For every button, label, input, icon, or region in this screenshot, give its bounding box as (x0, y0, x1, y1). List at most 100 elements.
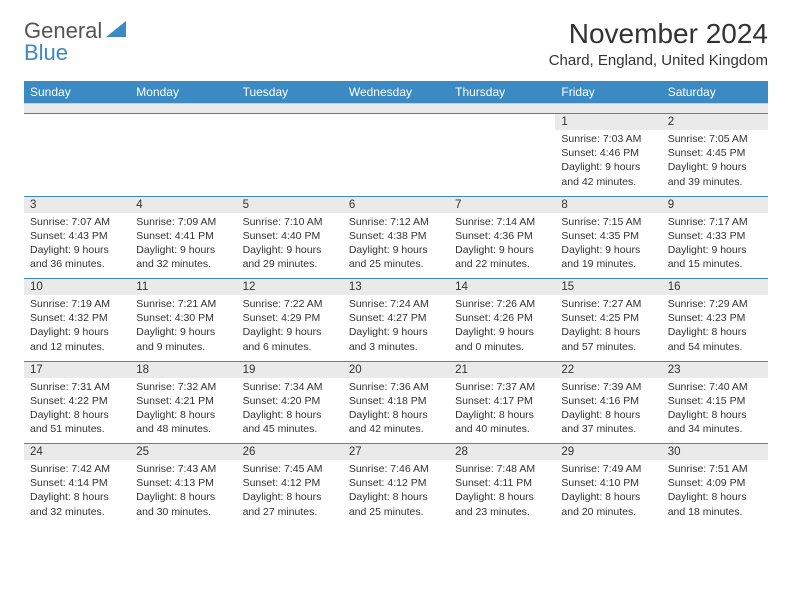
day-content-cell: Sunrise: 7:34 AMSunset: 4:20 PMDaylight:… (237, 378, 343, 444)
daylight1-text: Daylight: 8 hours (455, 408, 549, 422)
sunset-text: Sunset: 4:18 PM (349, 394, 443, 408)
sunset-text: Sunset: 4:27 PM (349, 311, 443, 325)
daylight1-text: Daylight: 8 hours (349, 490, 443, 504)
sunrise-text: Sunrise: 7:29 AM (668, 297, 762, 311)
sunrise-text: Sunrise: 7:31 AM (30, 380, 124, 394)
sunset-text: Sunset: 4:11 PM (455, 476, 549, 490)
daylight2-text: and 32 minutes. (30, 505, 124, 519)
sunrise-text: Sunrise: 7:42 AM (30, 462, 124, 476)
day-content-cell: Sunrise: 7:22 AMSunset: 4:29 PMDaylight:… (237, 295, 343, 361)
day-number-cell (343, 114, 449, 131)
day-number-cell (237, 114, 343, 131)
weekday-header: Tuesday (237, 81, 343, 104)
daylight1-text: Daylight: 9 hours (30, 325, 124, 339)
sunset-text: Sunset: 4:17 PM (455, 394, 549, 408)
daylight2-text: and 42 minutes. (561, 175, 655, 189)
day-content-cell: Sunrise: 7:09 AMSunset: 4:41 PMDaylight:… (130, 213, 236, 279)
day-number-cell: 6 (343, 196, 449, 213)
day-number-cell: 19 (237, 361, 343, 378)
daylight2-text: and 22 minutes. (455, 257, 549, 271)
day-content-cell: Sunrise: 7:32 AMSunset: 4:21 PMDaylight:… (130, 378, 236, 444)
daylight1-text: Daylight: 9 hours (243, 325, 337, 339)
sunrise-text: Sunrise: 7:05 AM (668, 132, 762, 146)
daylight1-text: Daylight: 8 hours (668, 408, 762, 422)
sunset-text: Sunset: 4:23 PM (668, 311, 762, 325)
weekday-header: Sunday (24, 81, 130, 104)
day-number-cell: 5 (237, 196, 343, 213)
daylight2-text: and 25 minutes. (349, 505, 443, 519)
daylight2-text: and 30 minutes. (136, 505, 230, 519)
day-content-cell (237, 130, 343, 196)
daylight2-text: and 32 minutes. (136, 257, 230, 271)
day-content-cell: Sunrise: 7:42 AMSunset: 4:14 PMDaylight:… (24, 460, 130, 526)
sunset-text: Sunset: 4:21 PM (136, 394, 230, 408)
sunrise-text: Sunrise: 7:12 AM (349, 215, 443, 229)
day-number-cell: 12 (237, 279, 343, 296)
day-content-cell: Sunrise: 7:03 AMSunset: 4:46 PMDaylight:… (555, 130, 661, 196)
daylight2-text: and 51 minutes. (30, 422, 124, 436)
weekday-header: Wednesday (343, 81, 449, 104)
sunrise-text: Sunrise: 7:34 AM (243, 380, 337, 394)
daylight1-text: Daylight: 8 hours (561, 490, 655, 504)
day-content-cell: Sunrise: 7:46 AMSunset: 4:12 PMDaylight:… (343, 460, 449, 526)
day-content-cell: Sunrise: 7:26 AMSunset: 4:26 PMDaylight:… (449, 295, 555, 361)
day-number-cell: 22 (555, 361, 661, 378)
daylight2-text: and 19 minutes. (561, 257, 655, 271)
weekday-header: Thursday (449, 81, 555, 104)
daylight2-text: and 34 minutes. (668, 422, 762, 436)
day-number-cell (130, 114, 236, 131)
day-content-cell: Sunrise: 7:45 AMSunset: 4:12 PMDaylight:… (237, 460, 343, 526)
sunset-text: Sunset: 4:43 PM (30, 229, 124, 243)
sunrise-text: Sunrise: 7:39 AM (561, 380, 655, 394)
sunrise-text: Sunrise: 7:24 AM (349, 297, 443, 311)
sunset-text: Sunset: 4:15 PM (668, 394, 762, 408)
day-number-cell: 13 (343, 279, 449, 296)
sunrise-text: Sunrise: 7:32 AM (136, 380, 230, 394)
sunrise-text: Sunrise: 7:48 AM (455, 462, 549, 476)
page-header: General November 2024 Chard, England, Un… (24, 18, 768, 69)
daylight2-text: and 15 minutes. (668, 257, 762, 271)
day-number-cell: 29 (555, 444, 661, 461)
daylight1-text: Daylight: 9 hours (561, 160, 655, 174)
day-content-cell: Sunrise: 7:49 AMSunset: 4:10 PMDaylight:… (555, 460, 661, 526)
daylight1-text: Daylight: 9 hours (668, 243, 762, 257)
daylight2-text: and 27 minutes. (243, 505, 337, 519)
day-number-cell: 27 (343, 444, 449, 461)
daylight2-text: and 18 minutes. (668, 505, 762, 519)
content-row: Sunrise: 7:19 AMSunset: 4:32 PMDaylight:… (24, 295, 768, 361)
day-content-cell (449, 130, 555, 196)
day-number-cell: 20 (343, 361, 449, 378)
sunrise-text: Sunrise: 7:17 AM (668, 215, 762, 229)
sunrise-text: Sunrise: 7:37 AM (455, 380, 549, 394)
content-row: Sunrise: 7:07 AMSunset: 4:43 PMDaylight:… (24, 213, 768, 279)
day-content-cell (130, 130, 236, 196)
day-number-cell: 23 (662, 361, 768, 378)
calendar-table: Sunday Monday Tuesday Wednesday Thursday… (24, 81, 768, 526)
daylight1-text: Daylight: 9 hours (136, 325, 230, 339)
daylight1-text: Daylight: 8 hours (136, 490, 230, 504)
day-content-cell: Sunrise: 7:51 AMSunset: 4:09 PMDaylight:… (662, 460, 768, 526)
daylight2-text: and 29 minutes. (243, 257, 337, 271)
daylight1-text: Daylight: 8 hours (243, 490, 337, 504)
daynum-row: 3456789 (24, 196, 768, 213)
day-content-cell: Sunrise: 7:12 AMSunset: 4:38 PMDaylight:… (343, 213, 449, 279)
day-number-cell (24, 114, 130, 131)
daylight2-text: and 48 minutes. (136, 422, 230, 436)
daylight1-text: Daylight: 8 hours (136, 408, 230, 422)
daylight1-text: Daylight: 8 hours (30, 490, 124, 504)
day-content-cell: Sunrise: 7:05 AMSunset: 4:45 PMDaylight:… (662, 130, 768, 196)
day-number-cell: 9 (662, 196, 768, 213)
sunset-text: Sunset: 4:30 PM (136, 311, 230, 325)
day-content-cell: Sunrise: 7:21 AMSunset: 4:30 PMDaylight:… (130, 295, 236, 361)
daylight2-text: and 23 minutes. (455, 505, 549, 519)
logo-triangle-icon (106, 21, 126, 42)
daylight1-text: Daylight: 8 hours (455, 490, 549, 504)
sunset-text: Sunset: 4:12 PM (243, 476, 337, 490)
day-content-cell: Sunrise: 7:10 AMSunset: 4:40 PMDaylight:… (237, 213, 343, 279)
daylight1-text: Daylight: 8 hours (561, 325, 655, 339)
daylight2-text: and 54 minutes. (668, 340, 762, 354)
daynum-row: 24252627282930 (24, 444, 768, 461)
day-number-cell: 4 (130, 196, 236, 213)
sunrise-text: Sunrise: 7:14 AM (455, 215, 549, 229)
sunrise-text: Sunrise: 7:40 AM (668, 380, 762, 394)
